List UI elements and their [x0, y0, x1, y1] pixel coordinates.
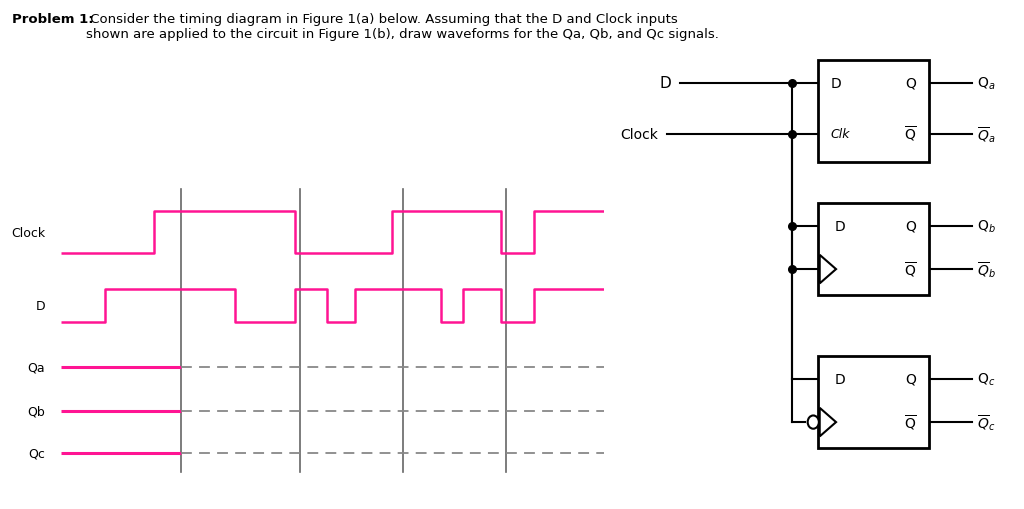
- Text: Qa: Qa: [28, 360, 45, 373]
- Text: Q$_a$: Q$_a$: [977, 75, 995, 92]
- Text: Q$_b$: Q$_b$: [977, 218, 995, 235]
- Text: D: D: [835, 372, 846, 386]
- Text: $\overline{Q}_c$: $\overline{Q}_c$: [977, 412, 995, 432]
- Text: $\overline{\mathrm{Q}}$: $\overline{\mathrm{Q}}$: [903, 125, 916, 144]
- Text: Qc: Qc: [29, 446, 45, 459]
- Text: Q: Q: [905, 219, 916, 234]
- Text: Clock: Clock: [621, 127, 658, 142]
- Text: $\overline{Q}_a$: $\overline{Q}_a$: [977, 125, 995, 144]
- Text: $\overline{\mathrm{Q}}$: $\overline{\mathrm{Q}}$: [903, 260, 916, 279]
- Bar: [817, 61, 930, 163]
- Text: Problem 1:: Problem 1:: [12, 13, 94, 25]
- Text: Qb: Qb: [28, 405, 45, 417]
- Text: Consider the timing diagram in Figure 1(a) below. Assuming that the D and Clock : Consider the timing diagram in Figure 1(…: [86, 13, 719, 41]
- Text: D: D: [659, 76, 672, 91]
- Bar: [817, 204, 930, 295]
- Text: Clock: Clock: [11, 226, 45, 239]
- Text: Clk: Clk: [830, 128, 850, 141]
- Text: Q$_c$: Q$_c$: [977, 371, 995, 387]
- Text: Q: Q: [905, 372, 916, 386]
- Text: $\overline{Q}_b$: $\overline{Q}_b$: [977, 260, 995, 279]
- Text: D: D: [835, 219, 846, 234]
- Bar: [817, 356, 930, 448]
- Text: D: D: [830, 76, 841, 91]
- Text: D: D: [36, 299, 45, 313]
- Text: Q: Q: [905, 76, 916, 91]
- Polygon shape: [819, 256, 836, 284]
- Circle shape: [808, 416, 819, 429]
- Polygon shape: [819, 408, 836, 437]
- Text: $\overline{\mathrm{Q}}$: $\overline{\mathrm{Q}}$: [903, 413, 916, 432]
